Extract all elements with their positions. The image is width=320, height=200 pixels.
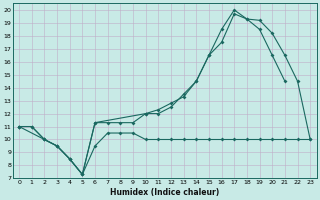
X-axis label: Humidex (Indice chaleur): Humidex (Indice chaleur) xyxy=(110,188,219,197)
